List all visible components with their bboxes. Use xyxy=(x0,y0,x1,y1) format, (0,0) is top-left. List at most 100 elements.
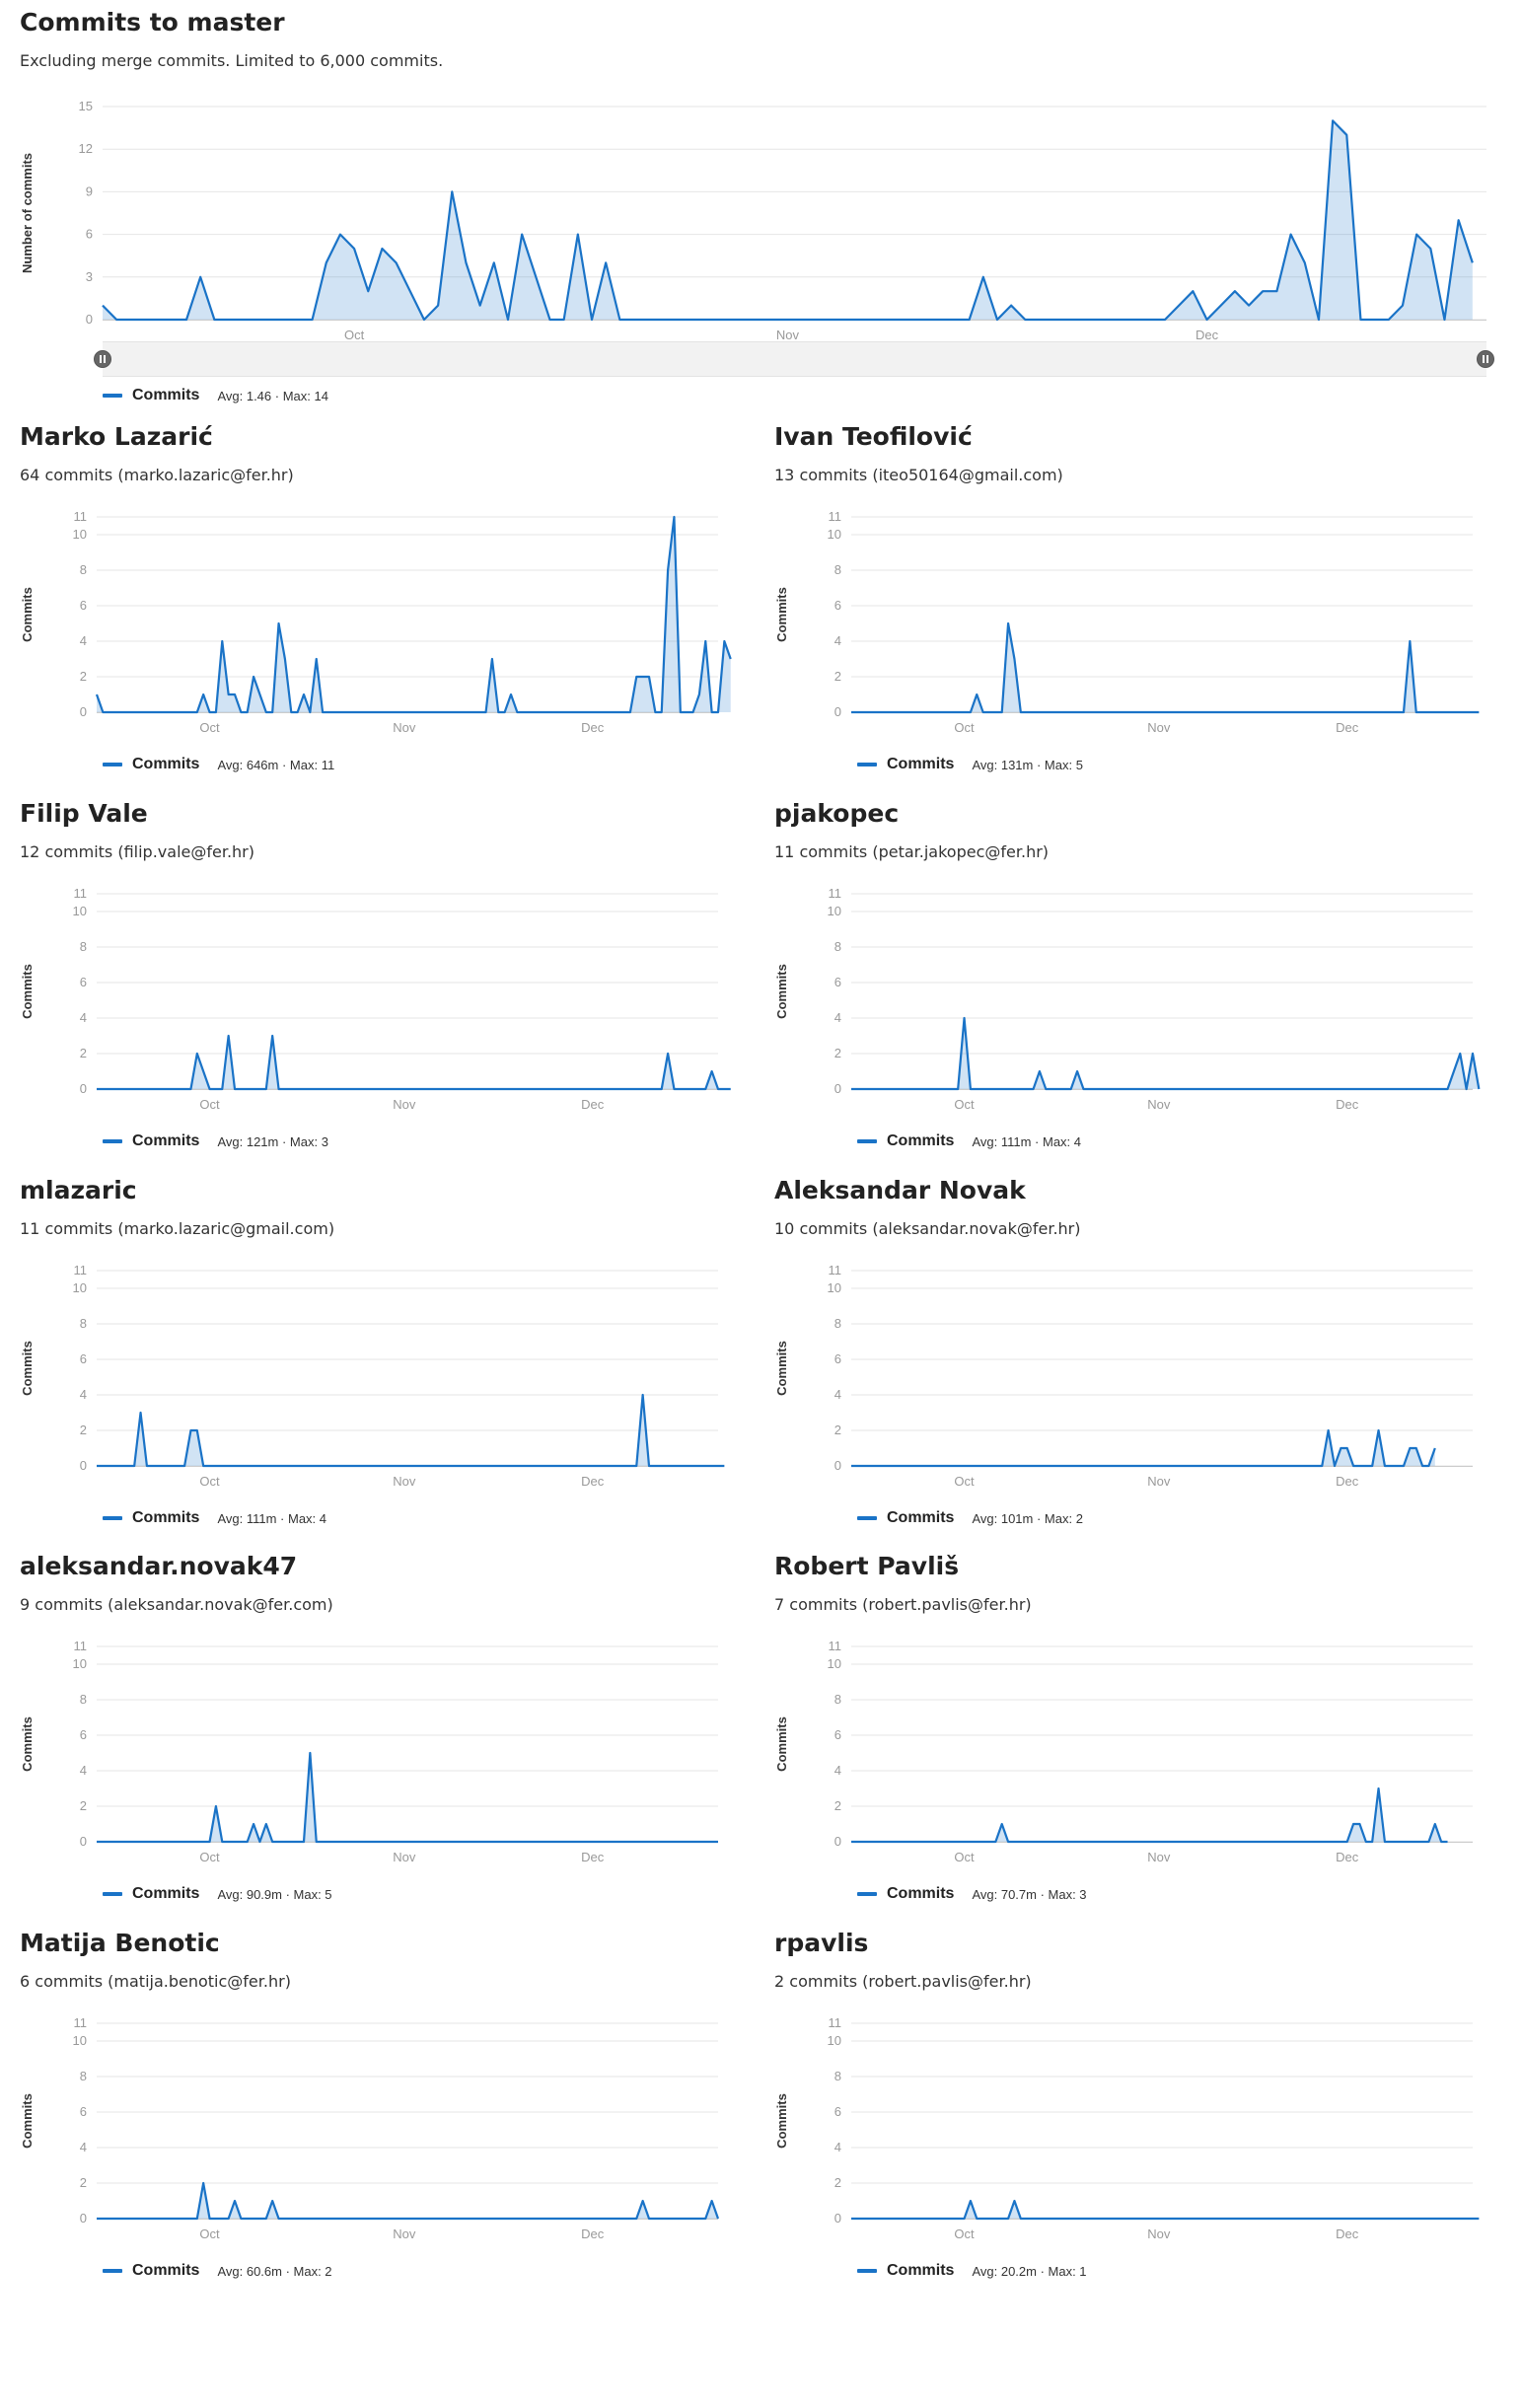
contributor-chart-legend: Commits Avg: 101m · Max: 2 xyxy=(857,1509,1083,1527)
x-tick-label: Oct xyxy=(199,1850,220,1864)
y-tick-label: 4 xyxy=(80,1387,87,1402)
y-tick-label: 8 xyxy=(80,939,87,954)
y-tick-label: 0 xyxy=(834,2211,841,2226)
series-line[interactable] xyxy=(851,2199,1480,2221)
legend-swatch xyxy=(103,2269,122,2273)
y-tick-label: 15 xyxy=(79,99,93,113)
legend-swatch xyxy=(103,1139,122,1143)
legend-swatch xyxy=(103,1892,122,1896)
contributor-summary: 11 commits (petar.jakopec@fer.hr) xyxy=(774,842,1050,861)
contributor-name[interactable]: Matija Benotic xyxy=(20,1929,220,1957)
series-area xyxy=(851,1788,1448,1842)
legend-series-name[interactable]: Commits xyxy=(132,1132,200,1149)
series-line[interactable] xyxy=(851,621,1480,714)
contributor-section: aleksandar.novak47 9 commits (aleksandar.… xyxy=(20,1552,740,1917)
y-tick-label: 4 xyxy=(80,1763,87,1778)
range-navigator[interactable] xyxy=(94,341,1494,377)
legend-series-name[interactable]: Commits xyxy=(132,387,200,403)
y-axis-label: Commits xyxy=(20,1341,35,1396)
y-tick-label: 2 xyxy=(80,1046,87,1060)
y-tick-label: 11 xyxy=(74,1263,88,1277)
y-tick-label: 11 xyxy=(829,886,842,901)
y-axis-label: Commits xyxy=(20,587,35,642)
contributor-commits-chart: 0 2 4 6 8 10 11 Oct Nov Dec Commits xyxy=(774,509,1480,735)
x-tick-label: Dec xyxy=(581,1850,605,1864)
contributor-name[interactable]: Aleksandar Novak xyxy=(774,1176,1026,1204)
y-axis-label: Commits xyxy=(774,2093,789,2149)
contributor-summary: 10 commits (aleksandar.novak@fer.hr) xyxy=(774,1219,1081,1238)
y-tick-label: 6 xyxy=(80,2104,87,2119)
y-tick-label: 10 xyxy=(73,527,87,542)
contributor-name[interactable]: Ivan Teofilović xyxy=(774,422,973,451)
x-tick-label: Dec xyxy=(581,1097,605,1112)
y-axis-label: Commits xyxy=(20,964,35,1019)
y-tick-label: 2 xyxy=(834,2175,841,2190)
contributor-name[interactable]: mlazaric xyxy=(20,1176,137,1204)
series-line[interactable] xyxy=(851,1428,1436,1468)
y-tick-label: 2 xyxy=(834,1046,841,1060)
main-chart-section: Commits to master Excluding merge commit… xyxy=(20,8,1499,412)
y-axis-label: Commits xyxy=(774,1341,789,1396)
y-tick-label: 8 xyxy=(834,939,841,954)
series-line[interactable] xyxy=(851,1787,1448,1844)
legend-stats: Avg: 131m · Max: 5 xyxy=(972,757,1083,772)
y-tick-label: 6 xyxy=(80,598,87,613)
y-tick-label: 2 xyxy=(834,1798,841,1813)
contributor-name[interactable]: Marko Lazarić xyxy=(20,422,213,451)
series-line[interactable] xyxy=(102,119,1474,322)
legend-series-name[interactable]: Commits xyxy=(132,756,200,772)
navigator-right-handle[interactable] xyxy=(1477,350,1494,368)
contributor-name[interactable]: aleksandar.novak47 xyxy=(20,1552,298,1580)
y-tick-label: 11 xyxy=(829,509,842,524)
legend-series-name[interactable]: Commits xyxy=(887,1885,955,1902)
x-tick-label: Nov xyxy=(776,328,800,342)
contributor-chart-legend: Commits Avg: 60.6m · Max: 2 xyxy=(103,2262,332,2280)
x-tick-label: Dec xyxy=(1336,1097,1359,1112)
contributor-section: Filip Vale 12 commits (filip.vale@fer.hr)… xyxy=(20,799,740,1164)
y-axis-label: Number of commits xyxy=(20,153,35,273)
x-tick-label: Oct xyxy=(199,1097,220,1112)
y-tick-label: 8 xyxy=(80,1316,87,1331)
legend-series-name[interactable]: Commits xyxy=(887,1132,955,1149)
legend-series-name[interactable]: Commits xyxy=(132,2262,200,2279)
y-tick-label: 4 xyxy=(834,1763,841,1778)
legend-series-name[interactable]: Commits xyxy=(887,756,955,772)
series-area xyxy=(851,2201,1480,2219)
series-line[interactable] xyxy=(97,1034,731,1091)
legend-series-name[interactable]: Commits xyxy=(887,1509,955,1526)
legend-series-name[interactable]: Commits xyxy=(132,1509,200,1526)
y-axis-label: Commits xyxy=(20,1716,35,1772)
legend-swatch xyxy=(857,1139,877,1143)
series-line[interactable] xyxy=(95,515,732,714)
legend-swatch xyxy=(857,1892,877,1896)
legend-stats: Avg: 101m · Max: 2 xyxy=(972,1510,1083,1526)
contributor-name[interactable]: Filip Vale xyxy=(20,799,148,828)
y-tick-label: 8 xyxy=(834,1316,841,1331)
contributor-name[interactable]: rpavlis xyxy=(774,1929,869,1957)
contributor-commits-chart: 0 2 4 6 8 10 11 Oct Nov Dec Commits xyxy=(20,509,732,735)
y-tick-label: 0 xyxy=(80,704,87,719)
legend-series-name[interactable]: Commits xyxy=(132,1885,200,1902)
navigator-left-handle[interactable] xyxy=(94,350,111,368)
series-line[interactable] xyxy=(851,1016,1481,1091)
y-tick-label: 6 xyxy=(80,1727,87,1742)
contributor-section: pjakopec 11 commits (petar.jakopec@fer.hr… xyxy=(774,799,1494,1164)
x-tick-label: Dec xyxy=(1336,1850,1359,1864)
x-tick-label: Dec xyxy=(581,720,605,735)
x-tick-label: Oct xyxy=(954,1474,975,1489)
series-line[interactable] xyxy=(97,1393,725,1468)
y-axis-label: Commits xyxy=(20,2093,35,2149)
contributor-name[interactable]: Robert Pavliš xyxy=(774,1552,960,1580)
y-tick-label: 12 xyxy=(79,141,93,156)
y-axis-label: Commits xyxy=(774,964,789,1019)
x-tick-label: Oct xyxy=(954,2226,975,2241)
y-tick-label: 0 xyxy=(80,2211,87,2226)
contributor-summary: 2 commits (robert.pavlis@fer.hr) xyxy=(774,1972,1032,1991)
x-tick-label: Nov xyxy=(393,720,416,735)
contributor-section: Matija Benotic 6 commits (matija.benotic@… xyxy=(20,1929,740,2294)
series-line[interactable] xyxy=(97,2181,720,2221)
legend-series-name[interactable]: Commits xyxy=(887,2262,955,2279)
contributor-name[interactable]: pjakopec xyxy=(774,799,900,828)
series-line[interactable] xyxy=(97,1751,718,1844)
main-commits-chart: 0 3 6 9 12 15 Oct Nov Dec Number of commits xyxy=(20,99,1486,342)
